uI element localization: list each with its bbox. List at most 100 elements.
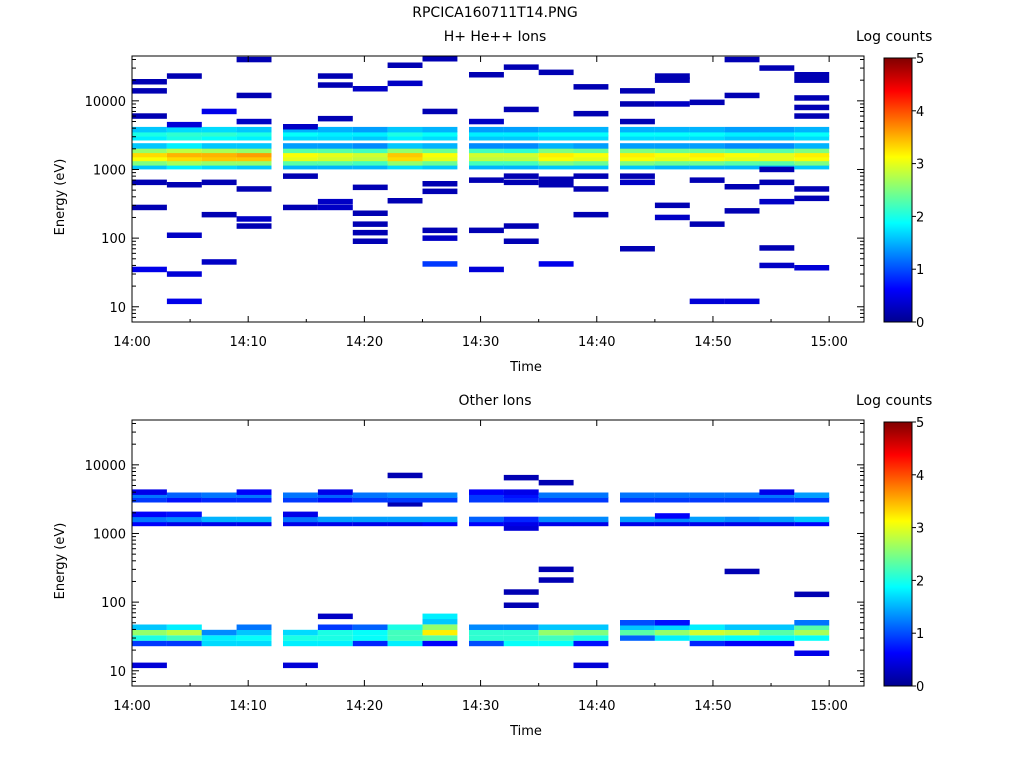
heatmap-cell: [620, 88, 655, 94]
heatmap-cell: [469, 640, 504, 647]
heatmap-cell: [469, 131, 504, 137]
heatmap-cell: [573, 497, 609, 503]
heatmap-cell: [538, 520, 574, 527]
heatmap-cell: [201, 143, 237, 149]
heatmap-cell: [283, 511, 318, 518]
heatmap-cell: [236, 492, 272, 498]
heatmap-cell: [794, 113, 830, 119]
heatmap-cell: [166, 516, 202, 523]
heatmap-cell: [317, 160, 353, 166]
heatmap-cell: [166, 163, 202, 170]
heatmap-cell: [503, 143, 539, 149]
heatmap-cell: [794, 195, 830, 202]
heatmap-cell: [503, 163, 539, 170]
heatmap-cell: [573, 160, 609, 166]
colorbar-tick-label: 0: [916, 680, 924, 695]
x-axis-label: Time: [509, 724, 542, 739]
heatmap-cell: [469, 177, 504, 183]
heatmap-cell: [794, 591, 830, 598]
heatmap-cell: [573, 662, 609, 669]
heatmap-cell: [573, 147, 609, 154]
heatmap-cell: [317, 497, 353, 503]
colorbar: [883, 57, 913, 323]
heatmap-cell: [132, 126, 167, 133]
heatmap-cell: [317, 126, 353, 133]
heatmap-cell: [422, 188, 458, 195]
heatmap-cell: [283, 135, 318, 141]
heatmap-cell: [724, 126, 760, 133]
heatmap-cell: [503, 151, 539, 158]
colorbar-tick-label: 1: [916, 627, 924, 642]
colorbar-title-top: Log counts: [856, 29, 933, 45]
heatmap-cell: [689, 163, 725, 170]
heatmap-cell: [724, 135, 760, 141]
heatmap-cell: [352, 635, 388, 641]
heatmap-cell: [620, 118, 655, 125]
heatmap-cell: [352, 160, 388, 166]
y-tick-label: 1000: [93, 163, 126, 178]
heatmap-cell: [538, 176, 574, 182]
heatmap-cell: [573, 84, 609, 90]
heatmap-cell: [538, 143, 574, 149]
heatmap-cell: [759, 492, 795, 498]
heatmap-cell: [724, 520, 760, 527]
colorbar-tick-label: 5: [916, 52, 924, 67]
heatmap-cell: [166, 497, 202, 503]
heatmap-cell: [538, 261, 574, 267]
heatmap-cell: [132, 635, 167, 641]
heatmap-cell: [166, 640, 202, 647]
heatmap-cell: [538, 577, 574, 583]
heatmap-cell: [422, 235, 458, 241]
heatmap-cell: [317, 143, 353, 149]
heatmap-cell: [794, 155, 830, 162]
heatmap-cell: [654, 147, 690, 154]
heatmap-cell: [654, 629, 690, 636]
heatmap-cell: [620, 126, 655, 133]
y-tick-label: 10000: [85, 95, 126, 110]
heatmap-cell: [689, 629, 725, 636]
heatmap-cell: [689, 126, 725, 133]
heatmap-cell: [422, 108, 458, 115]
heatmap-cell: [132, 179, 167, 186]
colorbar-tick-label: 2: [916, 574, 924, 589]
heatmap-cell: [654, 624, 690, 630]
heatmap-cell: [573, 110, 609, 117]
heatmap-cell: [387, 497, 423, 503]
heatmap-cell: [538, 131, 574, 137]
heatmap-cell: [422, 635, 458, 641]
heatmap-cell: [236, 151, 272, 158]
heatmap-cell: [236, 629, 272, 636]
heatmap-cell: [794, 126, 830, 133]
heatmap-cell: [759, 198, 795, 205]
heatmap-cell: [503, 520, 539, 527]
heatmap-cell: [503, 525, 539, 531]
heatmap-cell: [236, 520, 272, 527]
heatmap-cell: [387, 131, 423, 137]
heatmap-cell: [236, 489, 272, 495]
heatmap-cell: [573, 635, 609, 641]
heatmap-cell: [469, 516, 504, 523]
heatmap-cell: [283, 131, 318, 137]
heatmap-cell: [469, 135, 504, 141]
heatmap-cell: [352, 516, 388, 523]
heatmap-cell: [689, 640, 725, 647]
heatmap-panel-top: 14:00 14:10 14:20 14:30 14:40 14:50 15:0010100…: [53, 52, 924, 375]
heatmap-cell: [503, 635, 539, 641]
x-tick-label: 14:00: [113, 335, 150, 350]
heatmap-cell: [759, 497, 795, 503]
heatmap-cell: [654, 513, 690, 519]
heatmap-cell: [201, 163, 237, 170]
heatmap-cell: [201, 160, 237, 166]
heatmap-cell: [654, 135, 690, 141]
heatmap-cell: [132, 497, 167, 503]
heatmap-cell: [573, 629, 609, 636]
heatmap-cell: [132, 204, 167, 211]
heatmap-cell: [132, 492, 167, 498]
heatmap-cell: [794, 135, 830, 141]
heatmap-cell: [352, 640, 388, 647]
heatmap-cell: [689, 177, 725, 183]
heatmap-cell: [387, 516, 423, 523]
heatmap-cell: [422, 135, 458, 141]
heatmap-cell: [724, 635, 760, 641]
heatmap-cell: [503, 516, 539, 523]
